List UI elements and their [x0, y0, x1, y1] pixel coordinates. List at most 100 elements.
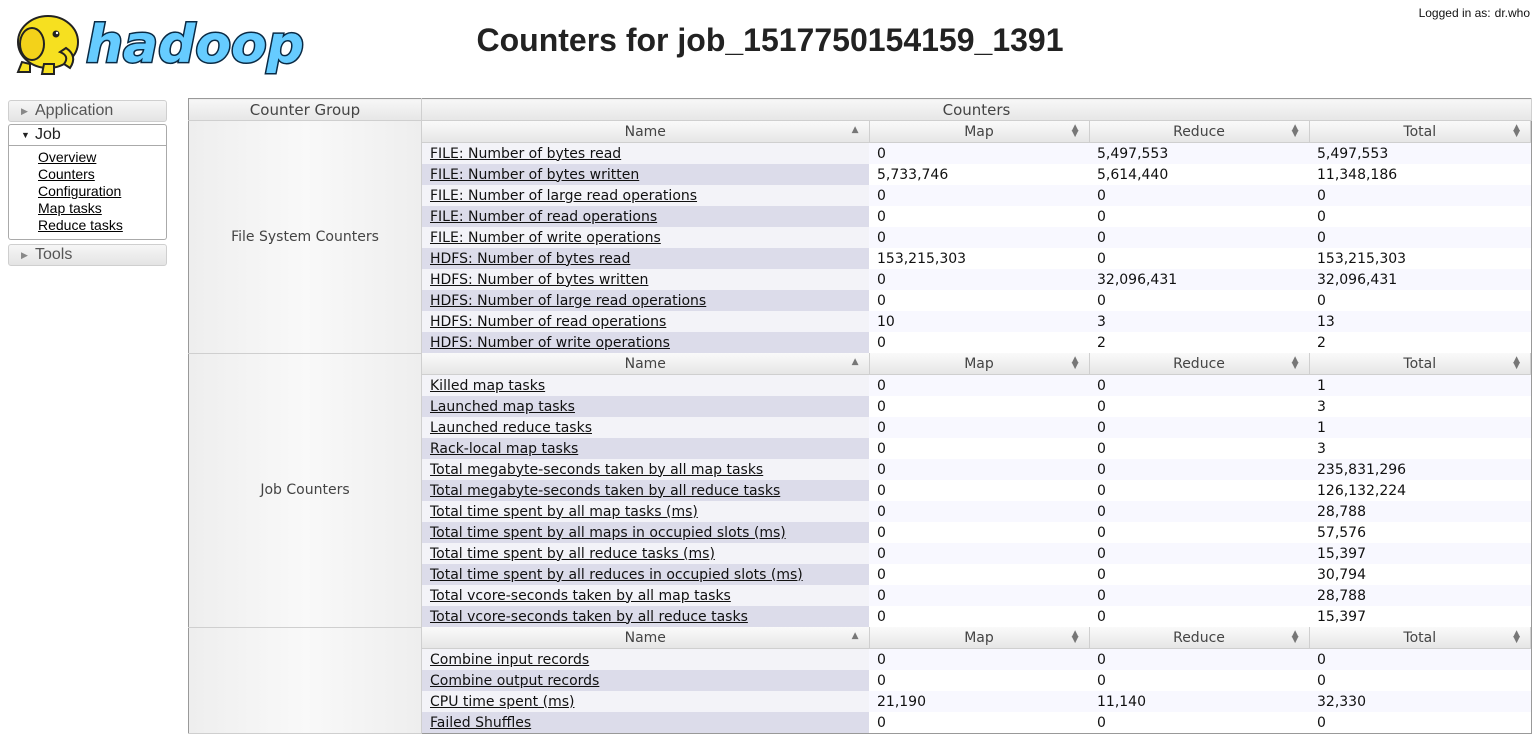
map-value: 0 [869, 543, 1089, 564]
nav-link-map-tasks[interactable]: Map tasks [38, 200, 102, 216]
counter-name-link[interactable]: CPU time spent (ms) [430, 693, 575, 710]
total-value: 0 [1309, 648, 1531, 670]
reduce-value: 11,140 [1089, 691, 1309, 712]
counter-name-link[interactable]: Launched reduce tasks [430, 419, 592, 436]
column-header-map[interactable]: Map ▲ ▼ [869, 353, 1090, 375]
counter-name-link[interactable]: Total time spent by all maps in occupied… [430, 524, 786, 541]
total-value: 126,132,224 [1309, 480, 1531, 501]
column-header-name[interactable]: Name ▲ [422, 121, 870, 143]
column-header-total[interactable]: Total ▲ ▼ [1309, 353, 1531, 375]
counter-name-link[interactable]: Total time spent by all reduces in occup… [430, 566, 803, 583]
counters-cell: Name ▲ Map ▲ ▼ Reduce ▲ ▼ Total ▲ ▼ Killed map task… [422, 353, 1532, 627]
counter-name-link[interactable]: HDFS: Number of read operations [430, 313, 667, 330]
counter-row: Combine input records 0 0 0 [422, 648, 1531, 670]
counter-name-link[interactable]: Rack-local map tasks [430, 440, 579, 457]
column-header-label: Reduce [1173, 629, 1225, 646]
counter-name-link[interactable]: Launched map tasks [430, 398, 575, 415]
nav-tools[interactable]: ▶ Tools [8, 244, 167, 266]
counter-row: Total vcore-seconds taken by all reduce … [422, 606, 1531, 627]
column-header-label: Reduce [1173, 355, 1225, 372]
total-value: 3 [1309, 438, 1531, 459]
map-value: 0 [869, 522, 1089, 543]
column-header-name[interactable]: Name ▲ [422, 627, 870, 649]
counter-name-link[interactable]: HDFS: Number of bytes read [430, 250, 631, 267]
column-header-total[interactable]: Total ▲ ▼ [1309, 121, 1531, 143]
counter-name-cell: Total time spent by all reduce tasks (ms… [422, 543, 869, 564]
reduce-value: 0 [1089, 290, 1309, 311]
map-value: 0 [869, 648, 1089, 670]
counter-name-cell: Total megabyte-seconds taken by all redu… [422, 480, 869, 501]
total-value: 0 [1309, 290, 1531, 311]
column-header-reduce[interactable]: Reduce ▲ ▼ [1089, 627, 1310, 649]
counter-name-link[interactable]: FILE: Number of read operations [430, 208, 658, 225]
counter-row: Total time spent by all reduce tasks (ms… [422, 543, 1531, 564]
counter-name-link[interactable]: Total time spent by all reduce tasks (ms… [430, 545, 715, 562]
column-header-map[interactable]: Map ▲ ▼ [869, 121, 1090, 143]
column-header-name[interactable]: Name ▲ [422, 353, 870, 375]
map-value: 0 [869, 269, 1089, 290]
nav-link-reduce-tasks[interactable]: Reduce tasks [38, 217, 123, 233]
counter-row: FILE: Number of bytes read 0 5,497,553 5,49… [422, 142, 1531, 164]
counter-name-link[interactable]: HDFS: Number of write operations [430, 334, 670, 351]
column-header-reduce[interactable]: Reduce ▲ ▼ [1089, 121, 1310, 143]
total-value: 11,348,186 [1309, 164, 1531, 185]
total-value: 1 [1309, 417, 1531, 438]
nav-link-overview[interactable]: Overview [38, 149, 97, 165]
total-value: 153,215,303 [1309, 248, 1531, 269]
counter-name-cell: Rack-local map tasks [422, 438, 869, 459]
collapsed-triangle-icon: ▶ [21, 106, 28, 116]
nav-application[interactable]: ▶ Application [8, 100, 167, 122]
counter-name-link[interactable]: FILE: Number of bytes read [430, 145, 622, 162]
counter-name-link[interactable]: HDFS: Number of large read operations [430, 292, 707, 309]
nav-link-counters[interactable]: Counters [38, 166, 95, 182]
counter-name-link[interactable]: FILE: Number of bytes written [430, 166, 640, 183]
reduce-value: 3 [1089, 311, 1309, 332]
counter-row: Total vcore-seconds taken by all map tas… [422, 585, 1531, 606]
counter-name-link[interactable]: Total megabyte-seconds taken by all redu… [430, 482, 781, 499]
counter-name-link[interactable]: Total vcore-seconds taken by all map tas… [430, 587, 731, 604]
nav-link-configuration[interactable]: Configuration [38, 183, 122, 199]
column-header-label: Map [964, 123, 994, 140]
counter-name-cell: HDFS: Number of write operations [422, 332, 869, 353]
column-header-map[interactable]: Map ▲ ▼ [869, 627, 1090, 649]
counter-name-link[interactable]: Total megabyte-seconds taken by all map … [430, 461, 764, 478]
column-header-label: Total [1403, 355, 1437, 372]
counter-group-row: Job Counters Name ▲ Map ▲ ▼ Reduce ▲ ▼ Total ▲ ▼ Kil… [188, 353, 1532, 628]
nav-job[interactable]: ▼ Job [8, 124, 167, 146]
map-value: 0 [869, 417, 1089, 438]
column-header-reduce[interactable]: Reduce ▲ ▼ [1089, 353, 1310, 375]
reduce-value: 0 [1089, 712, 1309, 733]
counter-name-cell: Total vcore-seconds taken by all reduce … [422, 606, 869, 627]
reduce-value: 0 [1089, 670, 1309, 691]
counter-name-link[interactable]: Combine output records [430, 672, 600, 689]
counter-row: CPU time spent (ms) 21,190 11,140 32,330 [422, 691, 1531, 712]
map-value: 0 [869, 185, 1089, 206]
counter-name-link[interactable]: Total vcore-seconds taken by all reduce … [430, 608, 748, 625]
map-value: 0 [869, 585, 1089, 606]
reduce-value: 0 [1089, 396, 1309, 417]
reduce-value: 0 [1089, 438, 1309, 459]
counter-row: Total megabyte-seconds taken by all redu… [422, 480, 1531, 501]
counter-name-link[interactable]: Killed map tasks [430, 377, 546, 394]
total-value: 2 [1309, 332, 1531, 353]
counter-row: HDFS: Number of read operations 10 3 13 [422, 311, 1531, 332]
counter-name-link[interactable]: Failed Shuffles [430, 714, 532, 731]
counter-name-link[interactable]: FILE: Number of large read operations [430, 187, 698, 204]
counter-group-header: Counter Group [188, 98, 422, 121]
counter-name-cell: Failed Shuffles [422, 712, 869, 733]
logged-in-label: Logged in as: [1418, 6, 1491, 20]
counter-row: Total megabyte-seconds taken by all map … [422, 459, 1531, 480]
reduce-value: 0 [1089, 459, 1309, 480]
column-header-total[interactable]: Total ▲ ▼ [1309, 627, 1531, 649]
counters-header: Counters [421, 98, 1532, 121]
counter-name-link[interactable]: Total time spent by all map tasks (ms) [430, 503, 698, 520]
counter-name-link[interactable]: FILE: Number of write operations [430, 229, 661, 246]
map-value: 5,733,746 [869, 164, 1089, 185]
sort-both-icon: ▲ ▼ [1291, 123, 1299, 139]
counter-name-link[interactable]: HDFS: Number of bytes written [430, 271, 649, 288]
reduce-value: 0 [1089, 248, 1309, 269]
reduce-value: 0 [1089, 374, 1309, 396]
map-value: 0 [869, 480, 1089, 501]
counter-name-link[interactable]: Combine input records [430, 651, 590, 668]
counter-row: Launched map tasks 0 0 3 [422, 396, 1531, 417]
